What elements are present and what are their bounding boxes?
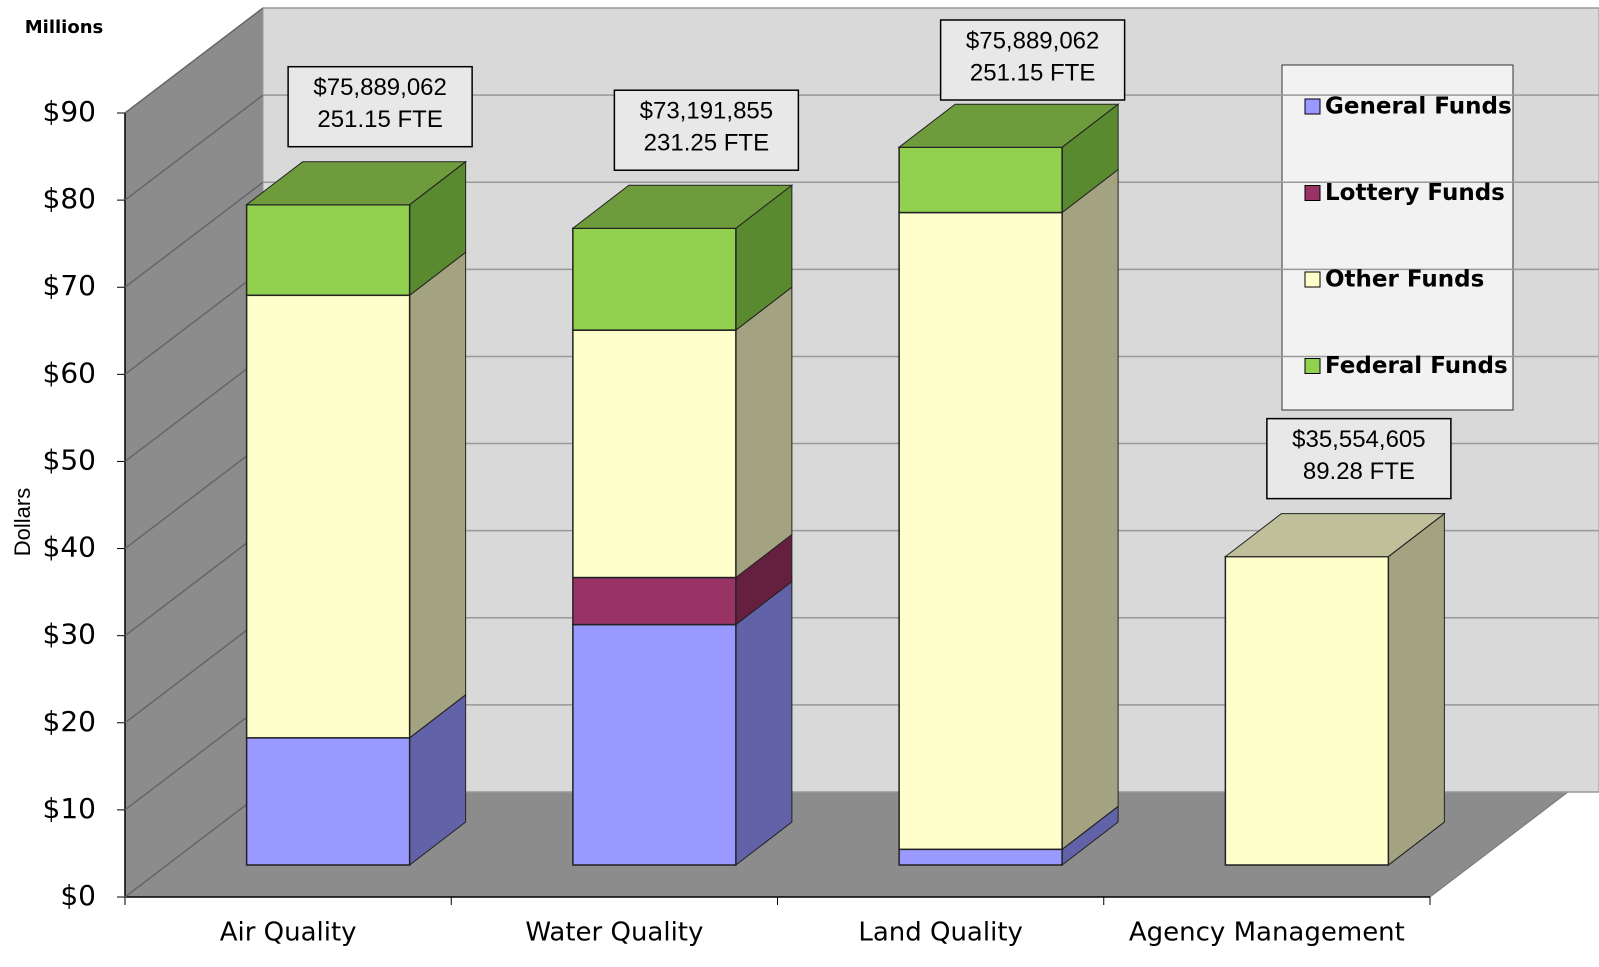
y-tick-label: $50 [43, 443, 96, 476]
bar [572, 329, 737, 579]
bar-side [1387, 512, 1445, 867]
x-tick-label: Land Quality [858, 918, 1023, 948]
bar-side [1388, 513, 1445, 558]
annotation-total: $35,554,605 [1292, 426, 1425, 453]
unit-label: Millions [25, 17, 104, 38]
grid-line [124, 704, 264, 811]
bar [898, 848, 1063, 866]
bar [245, 294, 411, 739]
bar [898, 146, 1063, 214]
bar [245, 203, 411, 297]
y-tick-label: $70 [43, 269, 96, 302]
legend-label: Federal Funds [1325, 353, 1508, 379]
bar-side [1061, 168, 1119, 851]
annotation-fte: 89.28 FTE [1303, 458, 1415, 485]
bar-top [245, 161, 468, 206]
grid-line [124, 268, 264, 375]
annotation-fte: 251.15 FTE [317, 106, 442, 133]
side-wall [124, 6, 264, 899]
y-tick-label: $0 [60, 879, 96, 912]
legend-swatch [1304, 98, 1321, 115]
grid-line [124, 791, 264, 898]
bar [572, 227, 737, 331]
y-tick-label: $60 [43, 356, 96, 389]
bar [898, 211, 1063, 851]
annotation-box [1266, 417, 1452, 500]
annotation-fte: 251.15 FTE [970, 59, 1095, 86]
x-tick-label: Water Quality [525, 918, 703, 948]
legend-swatch [1304, 358, 1321, 374]
x-tick-label: Agency Management [1129, 918, 1405, 948]
annotation-box [613, 89, 800, 171]
y-tick-label: $30 [43, 618, 96, 651]
y-tick-label: $20 [43, 705, 96, 738]
annotation-total: $73,191,855 [640, 98, 773, 125]
bar-top [571, 184, 794, 229]
y-tick-label: $40 [43, 531, 96, 564]
annotation-box [939, 19, 1126, 101]
grid-line [124, 7, 264, 114]
y-tick-label: $80 [43, 182, 96, 215]
y-axis-label: Dollars [10, 488, 35, 556]
grid-line [124, 442, 264, 550]
grid-line [124, 181, 264, 288]
legend [1281, 64, 1514, 411]
bar-side [735, 580, 793, 867]
legend-label: Lottery Funds [1325, 180, 1505, 206]
bar [245, 737, 411, 866]
annotation-box [287, 65, 473, 148]
legend-swatch [1304, 271, 1321, 288]
bar [572, 623, 737, 866]
annotation-fte: 231.25 FTE [644, 130, 769, 157]
x-tick-label: Air Quality [220, 918, 357, 948]
annotation-total: $75,889,062 [313, 74, 446, 101]
y-tick-label: $90 [43, 95, 96, 128]
grid-line [124, 355, 264, 463]
bar-top [897, 103, 1120, 148]
bar-side [735, 286, 793, 579]
legend-label: Other Funds [1325, 267, 1484, 293]
y-tick-label: $10 [43, 792, 96, 825]
grid-line [124, 530, 264, 637]
bar [1224, 555, 1390, 866]
bar [572, 576, 737, 626]
grid-line [124, 617, 264, 724]
legend-label: General Funds [1325, 94, 1512, 120]
grid-line [124, 94, 264, 201]
bar-side [409, 251, 467, 739]
annotation-total: $75,889,062 [966, 27, 1099, 54]
legend-swatch [1304, 185, 1321, 201]
